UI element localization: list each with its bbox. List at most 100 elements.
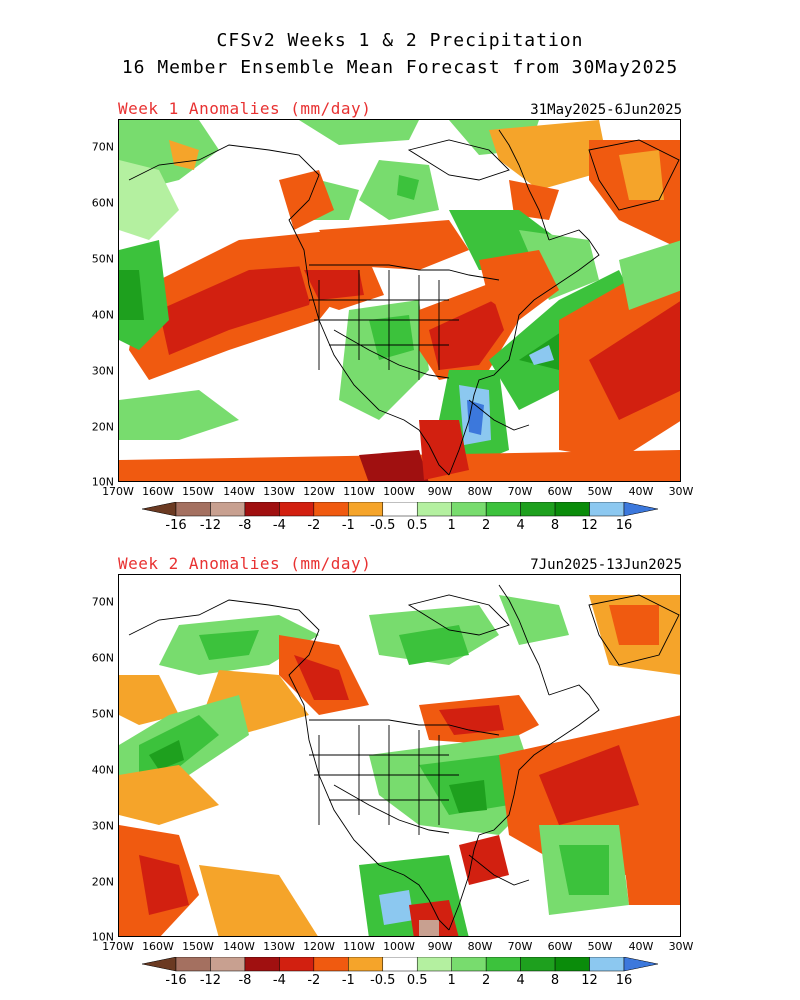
- colorbar-label: 8: [550, 518, 560, 533]
- colorbar-swatch: [175, 956, 211, 972]
- week2-ytick: 50N: [91, 707, 114, 721]
- colorbar-label: 4: [516, 973, 525, 988]
- week2-ytick: 70N: [91, 595, 114, 609]
- week1-ytick: 10N: [91, 475, 114, 489]
- week2-xtick: 90W: [427, 940, 453, 953]
- colorbar-label: -8: [238, 518, 252, 533]
- colorbar-label: 2: [482, 518, 491, 533]
- panel1-dates: 31May2025-6Jun2025: [530, 102, 682, 118]
- week1-xtick: 140W: [223, 485, 255, 498]
- colorbar-label: 0.5: [406, 973, 428, 988]
- colorbar-label: 1: [447, 518, 456, 533]
- week1-xtick: 50W: [587, 485, 613, 498]
- panel1-label: Week 1 Anomalies (mm/day): [118, 99, 372, 118]
- week1-xtick: 100W: [383, 485, 415, 498]
- figure-title-line2: 16 Member Ensemble Mean Forecast from 30…: [121, 57, 679, 78]
- week1-ytick: 60N: [91, 196, 114, 210]
- week1-xtick: 160W: [142, 485, 174, 498]
- colorbar-swatch: [451, 956, 487, 972]
- week2-anomaly-map: [118, 574, 681, 937]
- colorbar-swatch: [244, 501, 280, 517]
- week2-xtick: 100W: [383, 940, 415, 953]
- colorbar-swatch: [589, 501, 625, 517]
- colorbar-label: -0.5: [370, 973, 396, 988]
- week2-xtick: 30W: [668, 940, 694, 953]
- week1-coastlines: [128, 129, 680, 476]
- week1-colorbar: -16 -12 -8 -4 -2 -1 -0.5 0.5 1 2 4 8 12 16: [141, 501, 659, 533]
- week1-anomaly-map: [118, 119, 681, 482]
- colorbar-label: 8: [550, 973, 560, 988]
- week2-ytick: 20N: [91, 875, 114, 889]
- week1-xtick: 70W: [507, 485, 533, 498]
- colorbar-label: -12: [199, 518, 222, 533]
- colorbar-swatch: [313, 501, 349, 517]
- week1-xtick: 30W: [668, 485, 694, 498]
- colorbar-swatch: [279, 501, 315, 517]
- colorbar-swatch: [382, 501, 418, 517]
- colorbar-swatch: [210, 501, 246, 517]
- week1-xtick: 40W: [628, 485, 654, 498]
- week2-xtick: 70W: [507, 940, 533, 953]
- colorbar-label: -1: [341, 973, 355, 988]
- colorbar-label: -4: [272, 973, 286, 988]
- week1-xtick: 80W: [467, 485, 493, 498]
- colorbar-swatch: [210, 956, 246, 972]
- week2-anomaly-fields: [119, 595, 680, 936]
- week1-ytick: 50N: [91, 252, 114, 266]
- colorbar-min-triangle: [141, 501, 177, 517]
- week2-xtick: 120W: [303, 940, 335, 953]
- week2-coastlines: [128, 584, 680, 931]
- week2-xtick: 140W: [223, 940, 255, 953]
- colorbar-swatch: [589, 956, 625, 972]
- colorbar-swatch: [485, 501, 521, 517]
- colorbar-swatch: [416, 956, 452, 972]
- week2-xtick: 50W: [587, 940, 613, 953]
- colorbar-max-triangle: [623, 501, 659, 517]
- colorbar-swatch: [485, 956, 521, 972]
- figure-title-line1: CFSv2 Weeks 1 & 2 Precipitation: [216, 30, 584, 51]
- week1-xtick: 120W: [303, 485, 335, 498]
- week1-ytick: 20N: [91, 420, 114, 434]
- colorbar-label: -0.5: [370, 518, 396, 533]
- colorbar-swatch: [175, 501, 211, 517]
- week1-xtick: 170W: [102, 485, 134, 498]
- colorbar-swatch: [348, 956, 384, 972]
- week1-anomaly-fields: [119, 120, 680, 481]
- week1-xtick: 150W: [182, 485, 214, 498]
- week2-colorbar: -16 -12 -8 -4 -2 -1 -0.5 0.5 1 2 4 8 12 16: [141, 956, 659, 988]
- colorbar-label: 16: [615, 973, 633, 988]
- colorbar-label: 12: [581, 973, 598, 988]
- colorbar-swatch: [520, 956, 556, 972]
- colorbar-swatch: [382, 956, 418, 972]
- week2-xtick: 80W: [467, 940, 493, 953]
- colorbar-label: -12: [199, 973, 222, 988]
- colorbar-label: 16: [615, 518, 633, 533]
- colorbar-label: -1: [341, 518, 355, 533]
- colorbar-swatch: [348, 501, 384, 517]
- week2-lon-axis: 170W 160W 150W 140W 130W 120W 110W 100W …: [102, 940, 693, 954]
- week1-lat-axis: 70N 60N 50N 40N 30N 20N 10N: [60, 119, 114, 489]
- colorbar-swatch: [520, 501, 556, 517]
- colorbar-label: 0.5: [406, 518, 428, 533]
- week2-xtick: 130W: [263, 940, 295, 953]
- colorbar-label: -4: [272, 518, 286, 533]
- colorbar-swatch: [451, 501, 487, 517]
- week2-colorbar-swatches: [141, 956, 659, 972]
- week1-xtick: 130W: [263, 485, 295, 498]
- colorbar-label: -2: [307, 518, 321, 533]
- panel2-label: Week 2 Anomalies (mm/day): [118, 554, 372, 573]
- week1-xtick: 110W: [343, 485, 375, 498]
- colorbar-swatch: [416, 501, 452, 517]
- week2-ytick: 40N: [91, 763, 114, 777]
- week1-colorbar-swatches: [141, 501, 659, 517]
- colorbar-label: 2: [482, 973, 491, 988]
- colorbar-min-triangle: [141, 956, 177, 972]
- colorbar-max-triangle: [623, 956, 659, 972]
- week2-ytick: 30N: [91, 819, 114, 833]
- week2-lat-axis: 70N 60N 50N 40N 30N 20N 10N: [60, 574, 114, 944]
- week2-ytick: 10N: [91, 930, 114, 944]
- colorbar-swatch: [313, 956, 349, 972]
- week1-lon-axis: 170W 160W 150W 140W 130W 120W 110W 100W …: [102, 485, 693, 499]
- colorbar-label: 1: [447, 973, 456, 988]
- colorbar-swatch: [554, 956, 590, 972]
